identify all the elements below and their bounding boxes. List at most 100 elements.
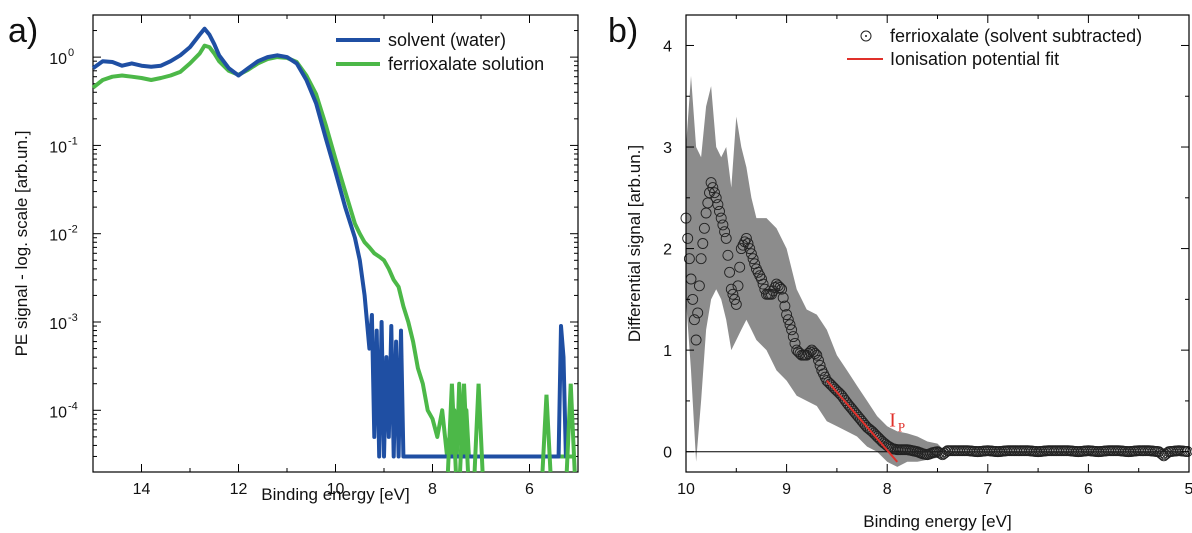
data-point bbox=[732, 280, 744, 292]
x-tick-label: 10 bbox=[677, 481, 695, 498]
y-tick-base: 10 bbox=[49, 51, 67, 68]
data-point bbox=[745, 248, 757, 260]
data-point bbox=[720, 232, 732, 244]
ip-subscript: P bbox=[898, 419, 905, 434]
data-point bbox=[740, 232, 752, 244]
series-spike-ferrioxalate bbox=[472, 383, 485, 473]
data-point bbox=[688, 314, 700, 326]
y-tick-base: 10 bbox=[49, 316, 67, 333]
x-tick-label: 5 bbox=[1185, 481, 1192, 498]
data-point bbox=[730, 298, 742, 310]
panel-b: b) 10 9 8 7 6 5 0 1 2 3 4 Binding energy [eV] Diff… bbox=[608, 12, 1192, 531]
legend-label-ip-fit: Ionisation potential fit bbox=[890, 49, 1059, 69]
panel-b-x-axis-label: Binding energy [eV] bbox=[863, 512, 1011, 531]
data-point bbox=[683, 253, 695, 265]
x-tick-label: 6 bbox=[1084, 481, 1093, 498]
data-point bbox=[734, 261, 746, 273]
data-point bbox=[1156, 448, 1168, 460]
data-point bbox=[682, 232, 694, 244]
legend-marker-ferrioxalate bbox=[860, 30, 872, 42]
x-tick-label: 8 bbox=[883, 481, 892, 498]
panel-a-x-axis-label: Binding energy [eV] bbox=[261, 485, 409, 504]
y-tick-label: 10 bbox=[49, 51, 67, 68]
data-point bbox=[707, 182, 719, 194]
data-point bbox=[698, 222, 710, 234]
panel-b-y-axis-label: Differential signal [arb.un.] bbox=[625, 145, 644, 342]
series-line-ferrioxalate bbox=[91, 43, 574, 459]
y-tick-label: 10 bbox=[49, 316, 67, 333]
data-point bbox=[807, 346, 819, 358]
data-point bbox=[786, 324, 798, 336]
panel-b-ticks: 10 9 8 7 6 5 0 1 2 3 4 bbox=[663, 15, 1192, 498]
y-tick-exponent: -4 bbox=[68, 400, 78, 412]
data-point bbox=[742, 238, 754, 249]
y-tick-label: 2 bbox=[663, 242, 672, 259]
y-tick-label: 10 bbox=[49, 139, 67, 156]
data-point bbox=[724, 266, 736, 278]
data-point bbox=[935, 448, 947, 460]
ip-fit-line bbox=[826, 379, 899, 463]
data-point bbox=[705, 177, 717, 189]
data-point bbox=[756, 273, 767, 285]
data-point bbox=[693, 280, 705, 292]
data-point bbox=[757, 278, 769, 290]
series-spike-ferrioxalate bbox=[445, 383, 458, 473]
legend-marker-dot bbox=[865, 35, 867, 37]
panel-a-legend: solvent (water) ferrioxalate solution bbox=[336, 30, 544, 74]
data-point bbox=[725, 283, 737, 295]
data-point bbox=[722, 249, 734, 261]
data-point bbox=[772, 280, 784, 292]
panel-b-fit bbox=[826, 379, 899, 463]
data-point bbox=[787, 331, 799, 343]
panel-a-frame bbox=[92, 14, 579, 473]
y-tick-base: 10 bbox=[49, 139, 67, 156]
data-point bbox=[802, 348, 814, 359]
x-tick-label: 9 bbox=[782, 481, 791, 498]
x-tick-label: 8 bbox=[428, 481, 437, 498]
series-spike-ferrioxalate bbox=[540, 394, 553, 473]
data-point bbox=[776, 283, 788, 295]
data-point bbox=[779, 300, 791, 312]
x-tick-label: 14 bbox=[133, 481, 151, 498]
x-tick-label: 10 bbox=[327, 481, 345, 498]
y-tick-base: 10 bbox=[49, 228, 67, 245]
legend-label-ferrioxalate-subtracted: ferrioxalate (solvent subtracted) bbox=[890, 26, 1142, 46]
data-point bbox=[777, 292, 789, 304]
panel-b-legend: ferrioxalate (solvent subtracted) Ionisa… bbox=[847, 26, 1142, 69]
data-point bbox=[690, 334, 702, 346]
data-point bbox=[710, 192, 722, 204]
data-point bbox=[709, 187, 720, 199]
data-point bbox=[712, 199, 724, 211]
data-point bbox=[781, 309, 793, 321]
x-tick-label: 12 bbox=[230, 481, 248, 498]
panel-a-series bbox=[91, 26, 577, 473]
y-tick-exponent: -1 bbox=[68, 135, 78, 147]
x-tick-label: 7 bbox=[983, 481, 992, 498]
data-point bbox=[714, 205, 725, 217]
legend-label-solvent: solvent (water) bbox=[388, 30, 506, 50]
panel-a-label: a) bbox=[8, 12, 38, 50]
data-point bbox=[729, 293, 741, 305]
data-point bbox=[715, 212, 727, 224]
data-point bbox=[774, 282, 786, 293]
panel-b-label: b) bbox=[608, 12, 638, 50]
y-tick-label: 0 bbox=[663, 445, 672, 462]
data-point bbox=[747, 253, 759, 265]
y-tick-label: 4 bbox=[663, 38, 672, 55]
data-point bbox=[719, 226, 731, 238]
data-point bbox=[811, 349, 823, 361]
data-point bbox=[695, 253, 707, 265]
data-point bbox=[744, 243, 756, 255]
series-spike-ferrioxalate bbox=[564, 383, 577, 473]
y-tick-label: 10 bbox=[49, 404, 67, 421]
y-tick-label: 1 bbox=[663, 343, 672, 360]
panel-a-y-axis-label: PE signal - log. scale [arb.un.] bbox=[12, 131, 31, 357]
y-tick-exponent: 0 bbox=[68, 47, 74, 59]
y-tick-label: 3 bbox=[663, 140, 672, 157]
y-tick-exponent: -2 bbox=[68, 224, 78, 236]
data-point bbox=[782, 314, 794, 326]
y-tick-exponent: -3 bbox=[68, 312, 78, 324]
